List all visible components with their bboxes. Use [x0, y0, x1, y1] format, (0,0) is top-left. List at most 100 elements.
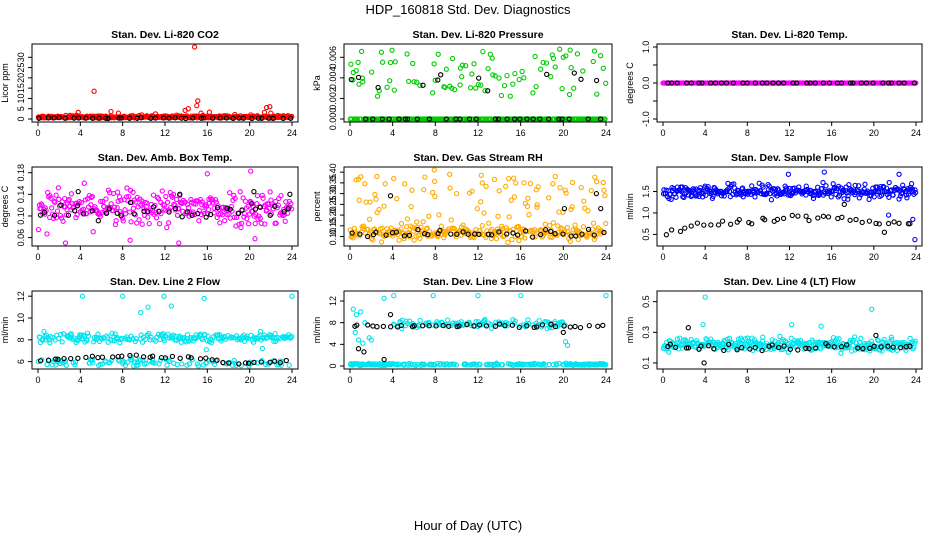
data-point	[585, 208, 591, 214]
x-tick-label: 4	[703, 252, 708, 262]
data-point	[363, 116, 369, 122]
data-point	[161, 202, 168, 208]
data-point	[504, 72, 510, 79]
data-point	[460, 229, 466, 235]
data-point	[122, 211, 129, 217]
data-point	[391, 292, 397, 299]
data-point	[566, 91, 573, 98]
x-tick-label: 12	[784, 128, 794, 138]
data-point	[139, 112, 145, 118]
data-point	[425, 231, 431, 238]
data-point	[62, 115, 68, 121]
data-point	[825, 214, 832, 220]
data-point	[355, 337, 362, 343]
data-point	[888, 334, 894, 340]
data-point	[414, 219, 420, 225]
data-point	[477, 361, 483, 368]
data-point	[245, 221, 252, 227]
data-point	[217, 115, 223, 121]
data-point	[777, 333, 783, 340]
data-point	[888, 187, 895, 193]
data-point	[416, 323, 422, 329]
data-point	[72, 359, 79, 365]
x-tick-label: 20	[869, 252, 879, 262]
data-point	[685, 345, 692, 351]
data-point	[257, 328, 264, 335]
data-point	[600, 179, 606, 186]
data-point	[838, 350, 844, 356]
data-point	[542, 221, 548, 227]
data-point	[53, 356, 59, 362]
data-point	[237, 189, 243, 195]
data-point	[438, 72, 444, 78]
data-point	[415, 226, 421, 233]
data-point	[420, 219, 426, 225]
data-point	[149, 353, 156, 359]
panel-title: Stan. Dev. Sample Flow	[731, 152, 849, 164]
data-point	[433, 323, 439, 329]
data-point	[804, 80, 810, 86]
data-point	[571, 85, 577, 91]
data-point	[889, 337, 895, 343]
x-tick-label: 12	[160, 252, 170, 262]
data-point	[164, 362, 170, 368]
data-point	[527, 180, 534, 187]
data-point	[95, 331, 101, 337]
y-tick-label: 0.5	[641, 295, 651, 308]
data-point	[505, 175, 512, 182]
data-point	[85, 333, 92, 339]
data-point	[370, 323, 376, 329]
x-tick-label: 0	[347, 252, 352, 262]
data-point	[831, 344, 837, 350]
data-point	[478, 199, 484, 205]
data-point	[419, 323, 426, 329]
data-point	[203, 214, 209, 220]
data-point	[832, 345, 839, 351]
data-point	[143, 360, 149, 367]
data-point	[562, 322, 568, 328]
data-point	[108, 108, 114, 115]
data-point	[569, 179, 576, 186]
data-point	[130, 189, 136, 195]
data-point	[775, 80, 782, 86]
x-tick-label: 4	[78, 252, 83, 262]
data-point	[563, 53, 569, 59]
data-point	[860, 345, 866, 352]
data-point	[170, 191, 177, 198]
data-point	[167, 205, 174, 211]
data-point	[285, 205, 291, 212]
data-point	[120, 358, 126, 364]
data-point	[700, 321, 706, 328]
data-point	[708, 80, 714, 86]
data-point	[356, 197, 362, 203]
x-tick-label: 12	[160, 128, 170, 138]
data-point	[161, 293, 167, 299]
data-point	[273, 220, 279, 226]
data-point	[224, 205, 230, 211]
data-point	[382, 181, 388, 187]
data-point	[734, 347, 740, 353]
data-point	[807, 80, 813, 86]
data-point	[460, 222, 466, 228]
data-point	[845, 193, 851, 199]
data-point	[515, 223, 522, 230]
data-point	[476, 75, 482, 81]
data-point	[150, 192, 157, 198]
data-point	[775, 339, 782, 346]
data-point	[462, 63, 469, 69]
x-tick-label: 20	[558, 375, 568, 385]
data-point	[885, 220, 892, 227]
data-point	[820, 213, 827, 219]
data-point	[511, 194, 518, 200]
y-tick-label: 0.3	[641, 326, 651, 339]
data-point	[355, 346, 362, 352]
data-point	[173, 196, 180, 203]
data-point	[435, 77, 441, 83]
data-point	[880, 80, 886, 86]
data-point	[726, 341, 732, 348]
data-point	[210, 115, 216, 121]
data-point	[481, 116, 487, 122]
y-tick-label: 0.004	[328, 67, 338, 90]
data-point	[372, 191, 378, 198]
data-point	[404, 216, 411, 222]
